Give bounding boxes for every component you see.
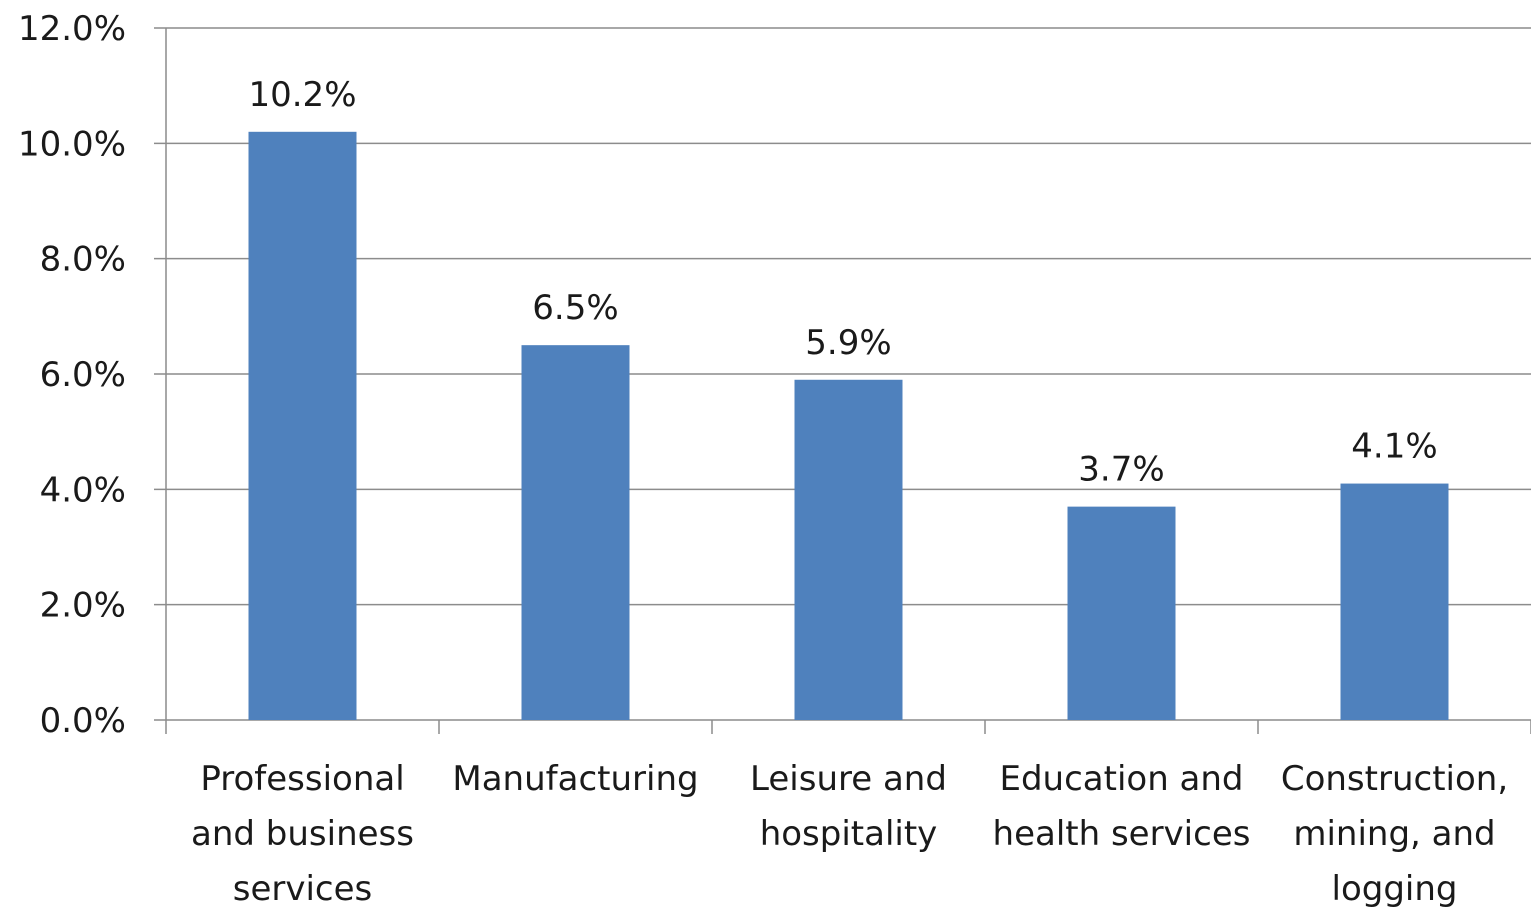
bars — [248, 131, 1449, 721]
axes — [165, 28, 1531, 734]
x-tick-label: health services — [993, 814, 1251, 854]
data-label: 10.2% — [248, 75, 356, 115]
bar — [794, 379, 903, 720]
data-label: 6.5% — [532, 288, 618, 328]
y-tick-label: 4.0% — [40, 470, 126, 510]
y-tick-label: 2.0% — [40, 586, 126, 626]
y-tick-label: 0.0% — [40, 701, 126, 741]
data-labels: 10.2% 6.5% 5.9% 3.7% 4.1% — [248, 75, 1437, 490]
bar — [1340, 483, 1449, 720]
x-tick-label: Manufacturing — [452, 759, 698, 799]
x-tick-label: Leisure and — [750, 759, 947, 799]
tick-labels: 0.0% 2.0% 4.0% 6.0% 8.0% 10.0% 12.0% Profession… — [18, 9, 1508, 909]
y-tick-label: 8.0% — [40, 240, 126, 280]
x-tick-label: hospitality — [760, 814, 938, 854]
x-tick-label: Education and — [999, 759, 1243, 799]
bar — [1067, 506, 1176, 720]
y-tick-label: 10.0% — [18, 124, 126, 164]
x-tick-label: services — [233, 869, 373, 909]
data-label: 3.7% — [1078, 450, 1164, 490]
bar — [521, 345, 630, 720]
x-tick-label: Construction, — [1281, 759, 1508, 799]
y-tick-label: 12.0% — [18, 9, 126, 49]
x-tick-label: logging — [1332, 869, 1458, 909]
data-label: 5.9% — [805, 323, 891, 363]
x-tick-label: and business — [191, 814, 414, 854]
bar — [248, 131, 357, 721]
x-tick-label: Professional — [200, 759, 404, 799]
x-tick-label: mining, and — [1293, 814, 1495, 854]
y-tick-label: 6.0% — [40, 355, 126, 395]
data-label: 4.1% — [1351, 427, 1437, 467]
